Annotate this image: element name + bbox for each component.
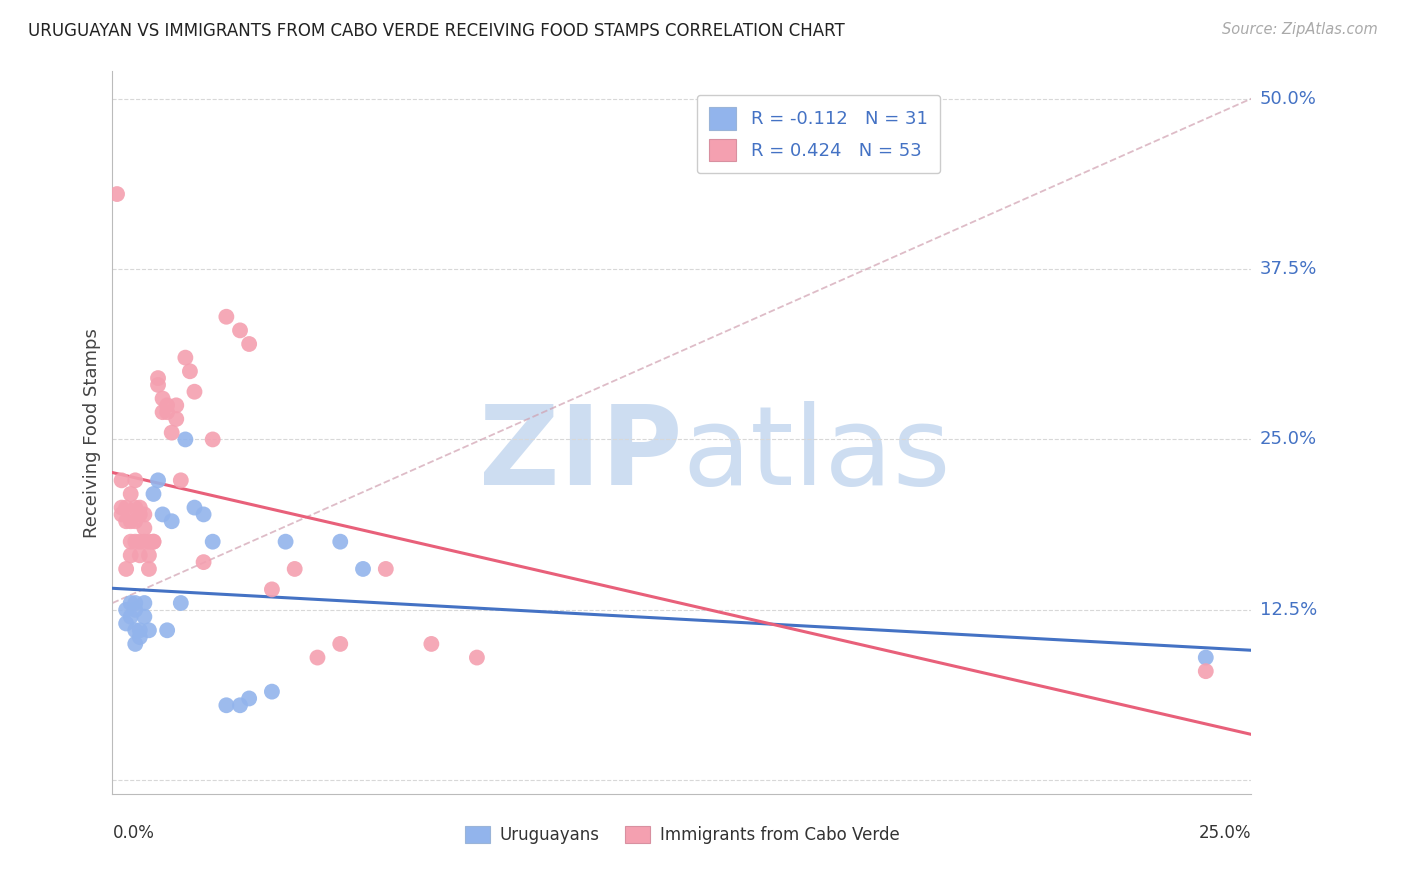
Point: [134, 534, 156, 549]
Point: [274, 534, 297, 549]
Point: [120, 609, 142, 624]
Point: [134, 596, 156, 610]
Point: [115, 500, 138, 515]
Point: [152, 508, 174, 522]
Point: [215, 698, 238, 713]
Point: [120, 487, 142, 501]
Point: [128, 508, 150, 522]
Point: [105, 187, 128, 202]
Point: [260, 582, 283, 597]
Point: [152, 405, 174, 419]
Point: [134, 609, 156, 624]
Point: [134, 508, 156, 522]
Point: [110, 473, 132, 487]
Point: [134, 521, 156, 535]
Point: [183, 500, 205, 515]
Point: [138, 562, 160, 576]
Text: Source: ZipAtlas.com: Source: ZipAtlas.com: [1222, 22, 1378, 37]
Point: [193, 555, 215, 569]
Legend: Uruguayans, Immigrants from Cabo Verde: Uruguayans, Immigrants from Cabo Verde: [458, 819, 905, 851]
Point: [142, 534, 165, 549]
Point: [284, 562, 307, 576]
Text: 25.0%: 25.0%: [1260, 431, 1317, 449]
Point: [138, 549, 160, 563]
Point: [146, 378, 169, 392]
Point: [179, 364, 201, 378]
Point: [115, 603, 138, 617]
Point: [260, 684, 283, 698]
Point: [128, 549, 150, 563]
Point: [156, 624, 179, 638]
Point: [183, 384, 205, 399]
Point: [128, 534, 150, 549]
Point: [110, 508, 132, 522]
Point: [138, 624, 160, 638]
Point: [193, 508, 215, 522]
Point: [420, 637, 443, 651]
Point: [229, 323, 252, 337]
Point: [128, 630, 150, 644]
Text: 12.5%: 12.5%: [1260, 601, 1317, 619]
Point: [229, 698, 252, 713]
Point: [165, 398, 187, 412]
Point: [201, 534, 224, 549]
Point: [124, 596, 146, 610]
Point: [146, 473, 169, 487]
Point: [120, 596, 142, 610]
Point: [170, 596, 193, 610]
Point: [138, 534, 160, 549]
Point: [201, 433, 224, 447]
Text: ZIP: ZIP: [478, 401, 682, 508]
Point: [124, 514, 146, 528]
Point: [174, 433, 197, 447]
Point: [156, 398, 179, 412]
Point: [374, 562, 396, 576]
Point: [124, 624, 146, 638]
Point: [146, 371, 169, 385]
Point: [238, 691, 260, 706]
Point: [170, 473, 193, 487]
Text: 0.0%: 0.0%: [112, 824, 155, 842]
Point: [165, 412, 187, 426]
Point: [174, 351, 197, 365]
Point: [110, 500, 132, 515]
Point: [124, 603, 146, 617]
Point: [215, 310, 238, 324]
Point: [1195, 664, 1218, 678]
Point: [124, 637, 146, 651]
Text: 50.0%: 50.0%: [1260, 89, 1316, 108]
Text: URUGUAYAN VS IMMIGRANTS FROM CABO VERDE RECEIVING FOOD STAMPS CORRELATION CHART: URUGUAYAN VS IMMIGRANTS FROM CABO VERDE …: [28, 22, 845, 40]
Point: [115, 514, 138, 528]
Point: [238, 337, 260, 351]
Point: [465, 650, 488, 665]
Point: [120, 549, 142, 563]
Point: [160, 425, 183, 440]
Y-axis label: Receiving Food Stamps: Receiving Food Stamps: [83, 327, 101, 538]
Point: [124, 534, 146, 549]
Point: [124, 473, 146, 487]
Point: [156, 405, 179, 419]
Point: [352, 562, 374, 576]
Point: [124, 500, 146, 515]
Point: [120, 514, 142, 528]
Point: [142, 487, 165, 501]
Point: [142, 534, 165, 549]
Point: [329, 637, 352, 651]
Point: [152, 392, 174, 406]
Point: [120, 534, 142, 549]
Point: [128, 624, 150, 638]
Point: [1195, 650, 1218, 665]
Point: [128, 500, 150, 515]
Point: [115, 562, 138, 576]
Text: 25.0%: 25.0%: [1199, 824, 1251, 842]
Text: atlas: atlas: [682, 401, 950, 508]
Point: [160, 514, 183, 528]
Point: [115, 616, 138, 631]
Point: [329, 534, 352, 549]
Text: 37.5%: 37.5%: [1260, 260, 1317, 278]
Point: [307, 650, 329, 665]
